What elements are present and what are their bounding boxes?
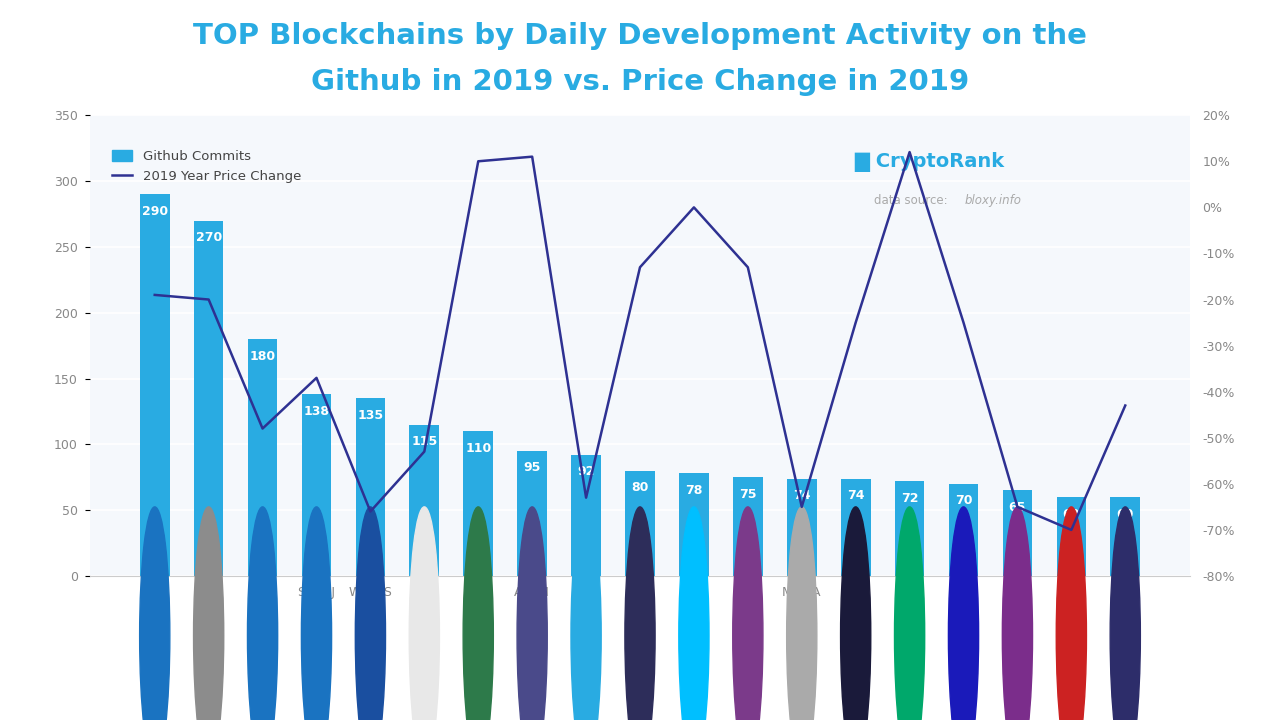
- Bar: [140, 194, 169, 576]
- Bar: [356, 398, 385, 576]
- Bar: [787, 479, 817, 576]
- Circle shape: [732, 507, 763, 720]
- Text: 65: 65: [1009, 501, 1027, 514]
- Text: 70: 70: [955, 495, 973, 508]
- Legend: Github Commits, 2019 Year Price Change: Github Commits, 2019 Year Price Change: [108, 145, 306, 188]
- Bar: [841, 479, 870, 576]
- Text: 138: 138: [303, 405, 329, 418]
- Text: 95: 95: [524, 462, 541, 474]
- Circle shape: [1056, 507, 1087, 720]
- Circle shape: [517, 507, 548, 720]
- Bar: [517, 451, 547, 576]
- Text: 75: 75: [739, 487, 756, 501]
- Bar: [1056, 497, 1087, 576]
- Bar: [1111, 497, 1140, 576]
- Bar: [895, 481, 924, 576]
- Text: 92: 92: [577, 465, 595, 478]
- Text: 74: 74: [847, 489, 864, 502]
- Text: █ CryptoRank: █ CryptoRank: [855, 152, 1005, 172]
- Circle shape: [841, 507, 870, 720]
- Circle shape: [410, 507, 439, 720]
- Bar: [571, 455, 600, 576]
- Text: 115: 115: [411, 435, 438, 448]
- Text: 60: 60: [1062, 508, 1080, 521]
- Text: 270: 270: [196, 231, 221, 244]
- Bar: [1002, 490, 1032, 576]
- Circle shape: [356, 507, 385, 720]
- Circle shape: [463, 507, 493, 720]
- Circle shape: [140, 507, 170, 720]
- Text: 72: 72: [901, 492, 918, 505]
- Bar: [948, 484, 978, 576]
- Text: 74: 74: [794, 489, 810, 502]
- Text: 60: 60: [1116, 508, 1134, 521]
- Circle shape: [1110, 507, 1140, 720]
- Text: data source:: data source:: [874, 194, 952, 207]
- Bar: [733, 477, 763, 576]
- Text: 110: 110: [465, 441, 492, 455]
- Bar: [410, 425, 439, 576]
- Text: 290: 290: [142, 204, 168, 217]
- Text: 135: 135: [357, 409, 384, 422]
- Circle shape: [193, 507, 224, 720]
- Bar: [463, 431, 493, 576]
- Text: 78: 78: [685, 484, 703, 497]
- Bar: [193, 220, 224, 576]
- Circle shape: [895, 507, 924, 720]
- Text: 80: 80: [631, 481, 649, 494]
- Text: TOP Blockchains by Daily Development Activity on the: TOP Blockchains by Daily Development Act…: [193, 22, 1087, 50]
- Circle shape: [678, 507, 709, 720]
- Circle shape: [948, 507, 979, 720]
- Text: Github in 2019 vs. Price Change in 2019: Github in 2019 vs. Price Change in 2019: [311, 68, 969, 96]
- Circle shape: [571, 507, 602, 720]
- Circle shape: [625, 507, 655, 720]
- Circle shape: [787, 507, 817, 720]
- Bar: [248, 339, 278, 576]
- Text: 180: 180: [250, 349, 275, 363]
- Circle shape: [1002, 507, 1033, 720]
- Bar: [302, 395, 332, 576]
- Circle shape: [301, 507, 332, 720]
- Bar: [680, 473, 709, 576]
- Bar: [625, 471, 655, 576]
- Circle shape: [247, 507, 278, 720]
- Text: bloxy.info: bloxy.info: [965, 194, 1021, 207]
